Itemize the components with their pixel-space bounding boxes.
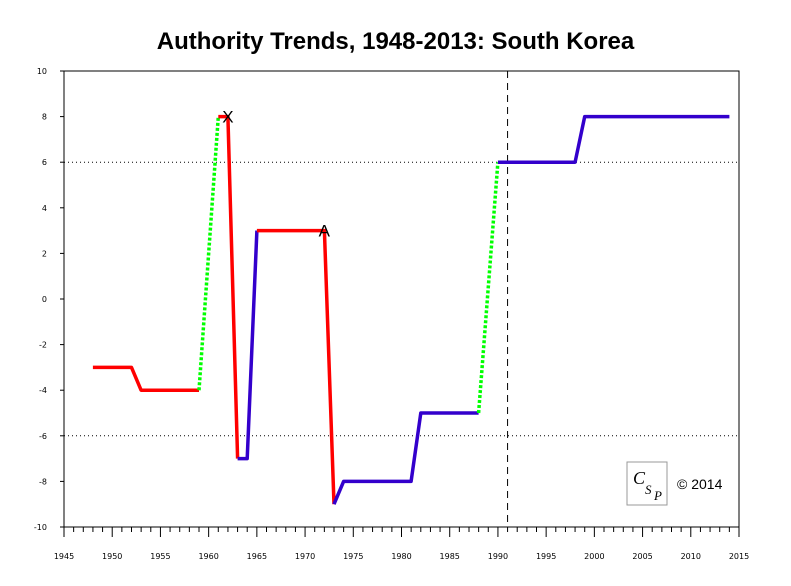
chart-title: Authority Trends, 1948-2013: South Korea [156,28,635,55]
x-tick-label: 1975 [343,552,363,561]
x-tick-label: 1965 [247,552,267,561]
plot-frame [63,70,740,528]
y-tick-label: 2 [42,249,47,258]
y-tick-label: 0 [42,295,47,304]
series-segment-3 [218,114,240,459]
series-segment-6 [332,411,479,505]
logo-box [626,461,668,506]
annotation-a: A [319,222,331,241]
series-segment-1 [92,365,199,392]
x-tick-label: 1995 [536,552,556,561]
csp-logo: C S P [626,461,668,506]
logo-letter-c: C [633,468,646,488]
y-tick-label: -4 [39,386,47,395]
annotation-x: X [222,108,233,127]
x-tick-label: 1950 [102,552,122,561]
y-tick-label: -8 [39,477,47,486]
series-segment-7 [476,162,500,414]
series-segment-8 [497,114,730,164]
y-tick-label: 8 [42,113,47,122]
x-tick-label: 1955 [150,552,170,561]
x-tick-label: 1960 [198,552,218,561]
y-tick-label: -2 [39,341,47,350]
x-tick-label: 1970 [295,552,315,561]
series-segment-5 [256,228,336,505]
x-tick-label: 2015 [729,552,749,561]
x-tick-label: 1990 [488,552,508,561]
x-tick-label: 1980 [391,552,411,561]
y-tick-label: -6 [39,432,47,441]
series-segment-2 [197,116,221,391]
x-tick-label: 1985 [440,552,460,561]
x-tick-label: 2010 [681,552,701,561]
copyright-text: © 2014 [677,476,723,492]
logo-letter-s: S [645,482,652,497]
logo-letter-p: P [653,488,662,503]
y-tick-label: 4 [42,204,47,213]
series-segment-4 [237,230,259,461]
x-tick-label: 2005 [632,552,652,561]
x-tick-label: 1945 [54,552,74,561]
y-tick-label: 6 [42,158,47,167]
y-tick-label: -10 [34,523,47,532]
y-tick-label: 10 [37,67,47,76]
x-tick-label: 2000 [584,552,604,561]
